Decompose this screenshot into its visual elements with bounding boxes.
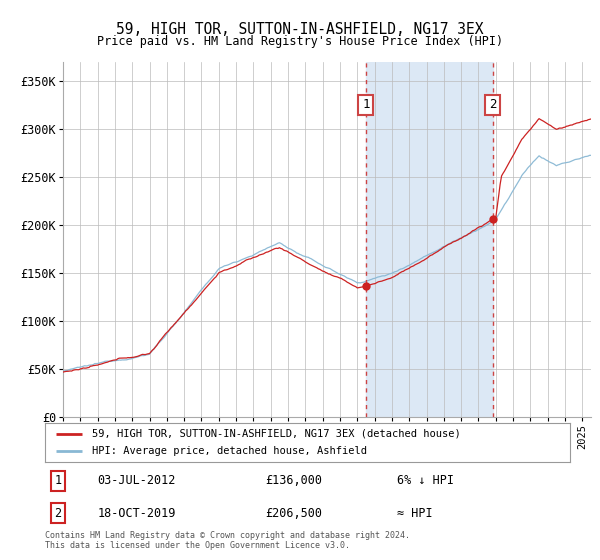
Text: 2: 2 [489,99,497,111]
Bar [366,62,493,417]
Text: ≈ HPI: ≈ HPI [397,507,433,520]
Text: 2: 2 [55,507,62,520]
Text: 59, HIGH TOR, SUTTON-IN-ASHFIELD, NG17 3EX: 59, HIGH TOR, SUTTON-IN-ASHFIELD, NG17 3… [116,22,484,38]
Text: 6% ↓ HPI: 6% ↓ HPI [397,474,454,487]
Text: 1: 1 [55,474,62,487]
Text: Price paid vs. HM Land Registry's House Price Index (HPI): Price paid vs. HM Land Registry's House … [97,35,503,48]
Text: £136,000: £136,000 [265,474,323,487]
Text: Contains HM Land Registry data © Crown copyright and database right 2024.
This d: Contains HM Land Registry data © Crown c… [45,530,410,550]
Text: 1: 1 [362,99,370,111]
Bar [583,62,600,417]
Text: HPI: Average price, detached house, Ashfield: HPI: Average price, detached house, Ashf… [92,446,367,456]
Text: 59, HIGH TOR, SUTTON-IN-ASHFIELD, NG17 3EX (detached house): 59, HIGH TOR, SUTTON-IN-ASHFIELD, NG17 3… [92,429,461,439]
Text: £206,500: £206,500 [265,507,323,520]
Text: 18-OCT-2019: 18-OCT-2019 [97,507,176,520]
Text: 03-JUL-2012: 03-JUL-2012 [97,474,176,487]
